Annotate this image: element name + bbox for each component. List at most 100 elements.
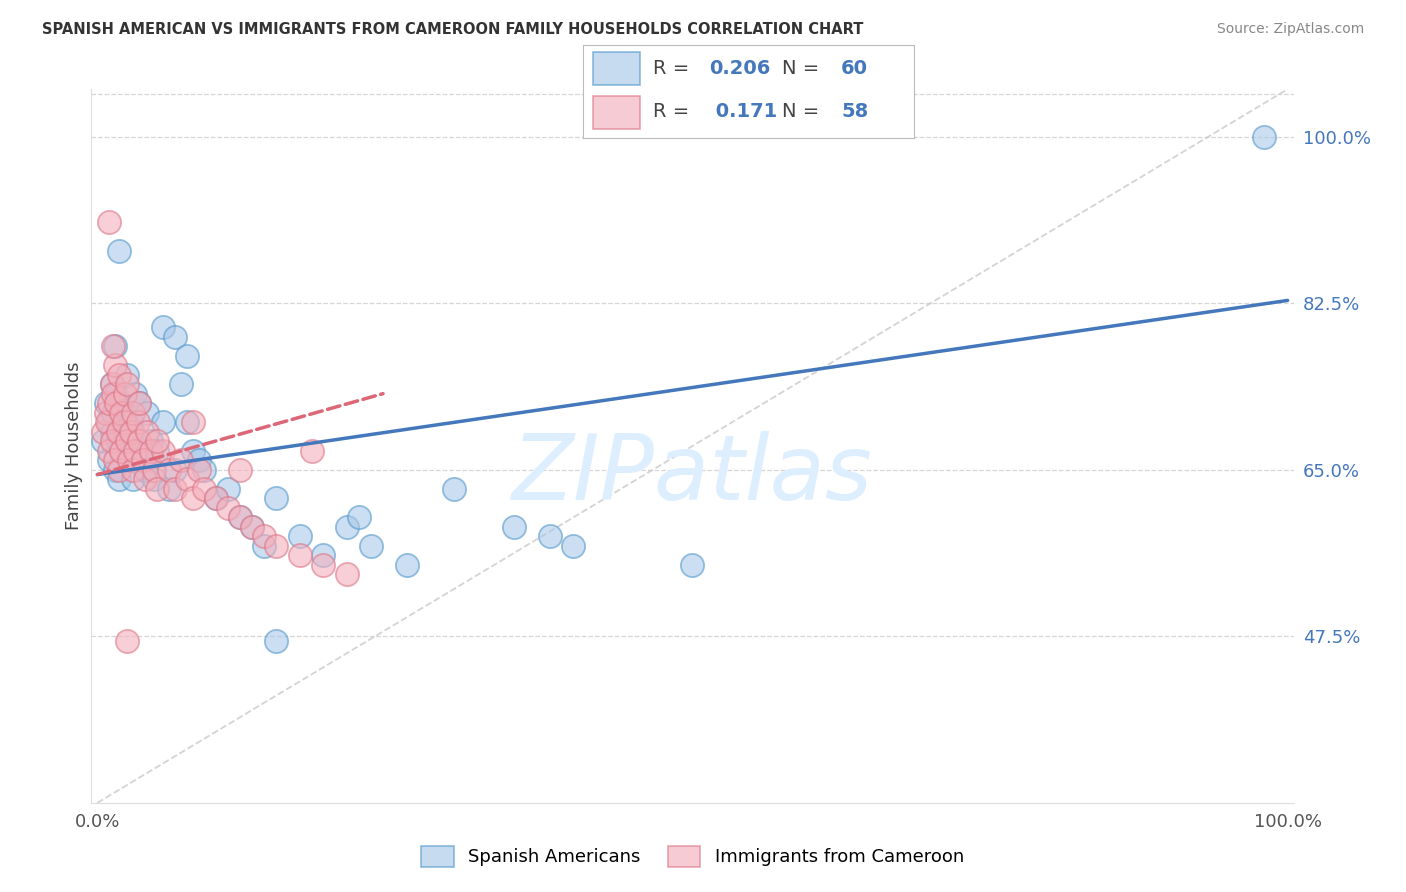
Bar: [593, 52, 640, 85]
Point: [176, 349, 198, 363]
Point: [94, 396, 117, 410]
Point: [110, 443, 132, 458]
Point: [118, 453, 141, 467]
Point: [253, 529, 276, 543]
Point: [104, 463, 127, 477]
Point: [360, 539, 382, 553]
Point: [562, 539, 585, 553]
Point: [124, 386, 146, 401]
Point: [131, 453, 153, 467]
Text: 0.171: 0.171: [709, 102, 778, 121]
Point: [107, 425, 129, 439]
Point: [114, 386, 136, 401]
Point: [110, 396, 132, 410]
Point: [1253, 129, 1275, 144]
Point: [181, 443, 204, 458]
Point: [336, 567, 359, 582]
Point: [193, 463, 215, 477]
Point: [312, 549, 335, 563]
Point: [98, 453, 121, 467]
Point: [98, 443, 121, 458]
Point: [146, 434, 169, 449]
Point: [193, 482, 215, 496]
Point: [240, 520, 263, 534]
Point: [112, 406, 135, 420]
Point: [94, 406, 117, 420]
Y-axis label: Family Households: Family Households: [65, 362, 83, 530]
Point: [205, 491, 228, 506]
Point: [143, 463, 166, 477]
Point: [205, 491, 228, 506]
Point: [163, 482, 186, 496]
Point: [176, 472, 198, 486]
Point: [301, 443, 323, 458]
Point: [120, 415, 142, 429]
Point: [229, 463, 252, 477]
Point: [143, 472, 166, 486]
Point: [104, 358, 127, 372]
Point: [98, 215, 121, 229]
Point: [152, 443, 174, 458]
Point: [163, 329, 186, 343]
Point: [104, 339, 127, 353]
Point: [112, 415, 135, 429]
Text: 60: 60: [841, 59, 869, 78]
Point: [100, 377, 122, 392]
Point: [128, 396, 150, 410]
Point: [187, 453, 209, 467]
Point: [253, 539, 276, 553]
Point: [139, 434, 162, 449]
Point: [157, 463, 180, 477]
Point: [163, 463, 186, 477]
Point: [181, 415, 204, 429]
Point: [157, 482, 180, 496]
Text: SPANISH AMERICAN VS IMMIGRANTS FROM CAMEROON FAMILY HOUSEHOLDS CORRELATION CHART: SPANISH AMERICAN VS IMMIGRANTS FROM CAME…: [42, 22, 863, 37]
Point: [127, 415, 149, 429]
Point: [240, 520, 263, 534]
Point: [107, 434, 129, 449]
Point: [107, 463, 129, 477]
Text: 58: 58: [841, 102, 869, 121]
Point: [264, 491, 287, 506]
Point: [181, 491, 204, 506]
Text: 0.206: 0.206: [709, 59, 770, 78]
Point: [146, 482, 169, 496]
Text: R =: R =: [652, 59, 696, 78]
Point: [104, 453, 127, 467]
Point: [682, 558, 704, 572]
Point: [96, 415, 118, 429]
Point: [336, 520, 359, 534]
Point: [169, 453, 191, 467]
Point: [105, 396, 128, 410]
Point: [100, 434, 122, 449]
Point: [128, 434, 150, 449]
Point: [347, 510, 370, 524]
Point: [115, 634, 138, 648]
Text: N =: N =: [782, 102, 825, 121]
Point: [146, 443, 169, 458]
Point: [98, 415, 121, 429]
Point: [110, 406, 132, 420]
Point: [229, 510, 252, 524]
Point: [100, 377, 122, 392]
Point: [264, 634, 287, 648]
Point: [538, 529, 561, 543]
Point: [122, 425, 145, 439]
Point: [152, 415, 174, 429]
Point: [101, 339, 124, 353]
Point: [122, 406, 145, 420]
Point: [134, 472, 156, 486]
Point: [217, 482, 239, 496]
Point: [124, 443, 146, 458]
Point: [217, 500, 239, 515]
Point: [136, 425, 159, 439]
Point: [288, 549, 311, 563]
Point: [395, 558, 418, 572]
Point: [152, 320, 174, 334]
Point: [264, 539, 287, 553]
Point: [115, 434, 138, 449]
Point: [187, 463, 209, 477]
Text: Source: ZipAtlas.com: Source: ZipAtlas.com: [1216, 22, 1364, 37]
Point: [134, 463, 156, 477]
Point: [115, 377, 138, 392]
